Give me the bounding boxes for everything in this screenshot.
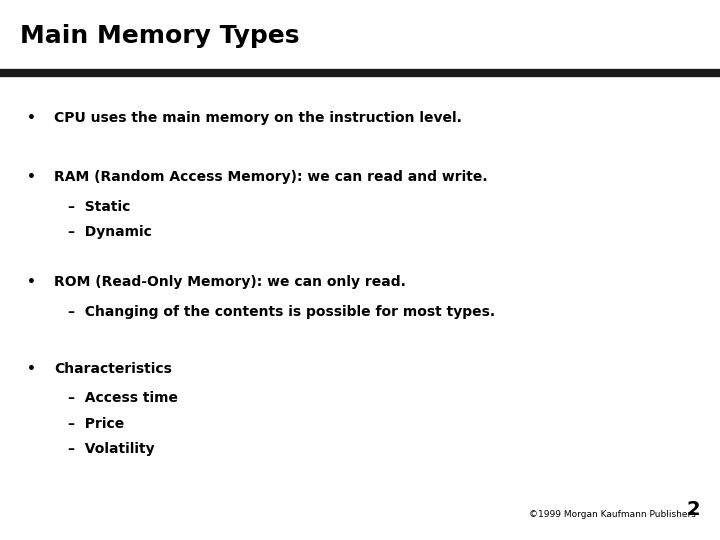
Text: ©1999 Morgan Kaufmann Publishers: ©1999 Morgan Kaufmann Publishers bbox=[529, 510, 696, 519]
Text: Characteristics: Characteristics bbox=[54, 362, 172, 376]
Text: •: • bbox=[27, 111, 36, 125]
Text: –  Volatility: – Volatility bbox=[68, 442, 155, 456]
Text: •: • bbox=[27, 170, 36, 184]
Text: •: • bbox=[27, 362, 36, 376]
Text: –  Price: – Price bbox=[68, 417, 125, 431]
Text: –  Static: – Static bbox=[68, 200, 131, 214]
Text: Main Memory Types: Main Memory Types bbox=[20, 24, 300, 48]
Text: 2: 2 bbox=[686, 501, 700, 519]
Text: CPU uses the main memory on the instruction level.: CPU uses the main memory on the instruct… bbox=[54, 111, 462, 125]
Text: –  Access time: – Access time bbox=[68, 392, 179, 406]
Text: •: • bbox=[27, 275, 36, 289]
Text: –  Changing of the contents is possible for most types.: – Changing of the contents is possible f… bbox=[68, 305, 495, 319]
Text: RAM (Random Access Memory): we can read and write.: RAM (Random Access Memory): we can read … bbox=[54, 170, 487, 184]
Text: ROM (Read-Only Memory): we can only read.: ROM (Read-Only Memory): we can only read… bbox=[54, 275, 406, 289]
Text: –  Dynamic: – Dynamic bbox=[68, 225, 152, 239]
